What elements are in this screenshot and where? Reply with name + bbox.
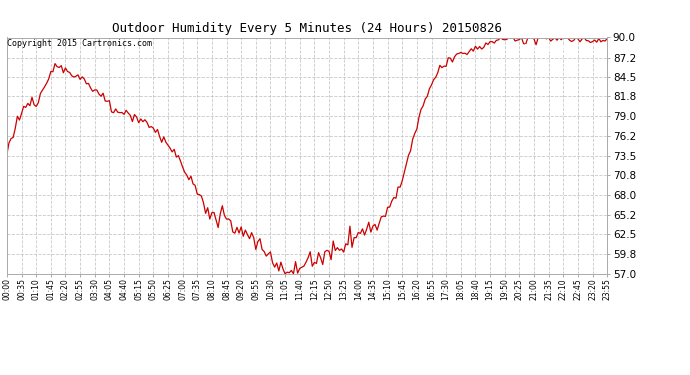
Text: Copyright 2015 Cartronics.com: Copyright 2015 Cartronics.com <box>7 39 152 48</box>
Title: Outdoor Humidity Every 5 Minutes (24 Hours) 20150826: Outdoor Humidity Every 5 Minutes (24 Hou… <box>112 22 502 35</box>
Text: Humidity  (%): Humidity (%) <box>521 44 597 54</box>
